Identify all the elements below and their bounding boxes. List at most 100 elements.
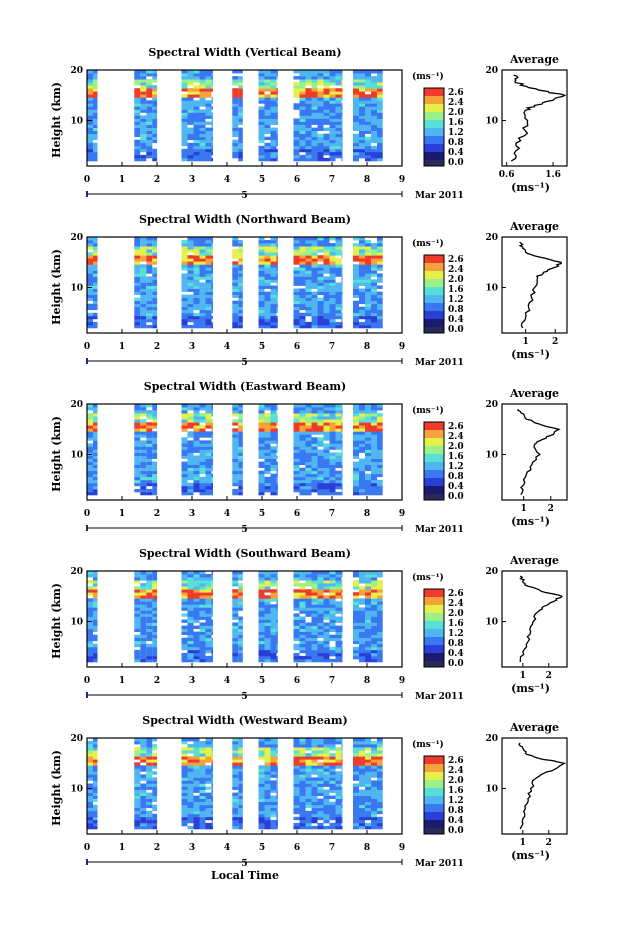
heatmap-cell [353,258,359,262]
heatmap-cell [181,82,188,86]
heatmap-cell [311,786,318,790]
heatmap-cell [193,804,200,809]
heatmap-cell [353,485,359,490]
heatmap-cell [323,771,330,775]
colorbar-swatch [424,629,444,638]
heatmap-cell [93,607,98,611]
heatmap-cell [377,822,383,827]
date-marker: 5 [241,525,247,535]
heatmap-cell [341,440,343,444]
heatmap-cell [211,816,213,821]
heatmap-cell [232,124,239,128]
heatmap-cell [140,765,147,769]
heatmap-cell [232,133,239,138]
heatmap-cell [365,455,371,459]
heatmap-cell [211,97,213,101]
heatmap-cell [140,103,147,107]
heatmap-cell [353,276,359,280]
heatmap-cell [193,324,200,329]
heatmap-cell [264,276,271,280]
heatmap-cell [365,807,371,812]
heatmap-cell [359,488,365,493]
heatmap-cell [353,816,359,821]
heatmap-cell [258,482,265,487]
heatmap-cell [305,628,312,632]
heatmap-cell [87,747,93,751]
heatmap-cell [152,822,158,827]
heatmap-cell [305,482,312,487]
y-axis-label: Height (km) [50,416,63,492]
heatmap-cell [371,467,377,472]
heatmap-cell [152,237,158,241]
heatmap-cell [93,467,98,472]
heatmap-cell [258,741,265,745]
heatmap-cell [87,282,93,286]
heatmap-cell [146,759,153,763]
heatmap-cell [232,291,239,295]
x-tick-label: 7 [329,843,335,853]
heatmap-cell [232,470,239,475]
heatmap-cell [270,94,277,98]
heatmap-cell [329,440,336,444]
heatmap-cell [293,625,300,629]
heatmap-cell [299,127,306,131]
heatmap-cell [211,443,213,447]
heatmap-cell [152,437,158,441]
heatmap-cell [276,750,278,754]
heatmap-cell [152,270,158,274]
heatmap-cell [311,750,318,754]
heatmap-cell [93,744,98,748]
heatmap-cell [323,112,330,116]
heatmap-cell [365,792,371,796]
heatmap-cell [270,264,277,268]
heatmap-cell [211,458,213,462]
heatmap-cell [270,819,277,824]
heatmap-cell [264,148,271,153]
heatmap-cell [341,121,343,125]
heatmap-cell [371,592,377,596]
heatmap-cell [317,264,324,268]
heatmap-cell [365,273,371,277]
heatmap-cell [199,404,206,408]
heatmap-cell [134,249,141,253]
heatmap-cell [359,267,365,271]
heatmap-cell [359,291,365,295]
heatmap-cell [264,130,271,134]
heatmap-cell [335,580,342,584]
heatmap-cell [238,76,243,80]
heatmap-cell [377,744,383,748]
heatmap-cell [317,443,324,447]
heatmap-cell [146,643,153,648]
heatmap-cell [187,118,194,122]
heatmap-cell [187,783,194,787]
heatmap-cell [146,649,153,654]
heatmap-cell [365,437,371,441]
heatmap-cell [258,586,265,590]
heatmap-cell [371,309,377,314]
heatmap-cell [353,774,359,778]
heatmap-cell [323,106,330,110]
heatmap-cell [377,79,383,83]
heatmap-cell [181,479,188,484]
heatmap-cell [87,434,93,438]
heatmap-cell [238,309,243,314]
colorbar-tick-label: 2.0 [448,442,464,452]
heatmap-cell [258,309,265,314]
heatmap-cell [329,786,336,790]
heatmap-cell [187,646,194,651]
heatmap-cell [199,577,206,581]
colorbar-tick-label: 1.2 [448,462,464,472]
heatmap-cell [193,321,200,326]
heatmap-cell [276,807,278,812]
heatmap-cell [353,583,359,587]
heatmap-cell [359,777,365,781]
heatmap-cell [276,127,278,131]
heatmap-cell [365,595,371,599]
heatmap-cell [317,237,324,241]
heatmap-cell [187,765,194,769]
heatmap-cell [317,157,324,162]
heatmap-cell [359,91,365,95]
heatmap-cell [193,76,200,80]
heatmap-cell [87,136,93,141]
heatmap-cell [293,148,300,153]
